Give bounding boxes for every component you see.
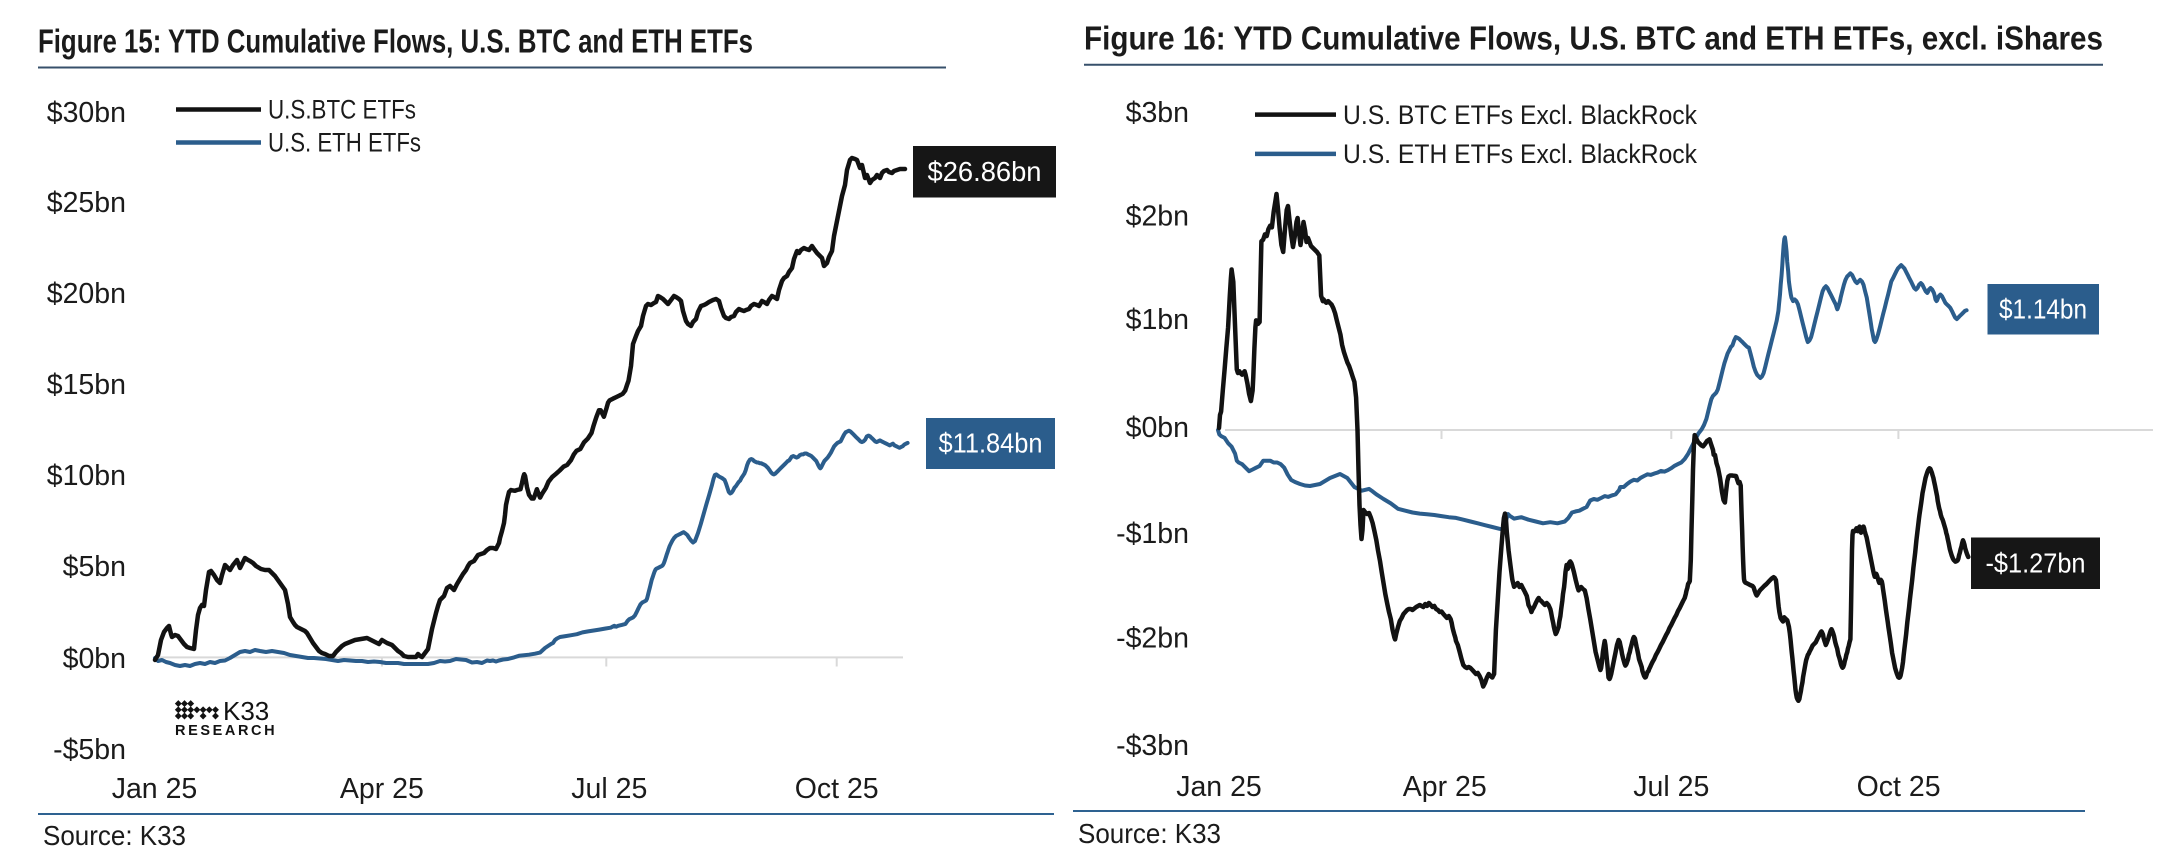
svg-text:$5bn: $5bn (63, 551, 126, 583)
svg-text:$15bn: $15bn (47, 369, 126, 401)
svg-text:U.S. BTC ETFs Excl. BlackRock: U.S. BTC ETFs Excl. BlackRock (1343, 100, 1697, 130)
svg-text:Jan 25: Jan 25 (112, 773, 198, 805)
svg-text:$11.84bn: $11.84bn (939, 428, 1043, 459)
svg-text:Figure 15: YTD Cumulative Flow: Figure 15: YTD Cumulative Flows, U.S. BT… (38, 23, 753, 60)
svg-text:$0bn: $0bn (63, 643, 126, 675)
svg-text:-$1bn: -$1bn (1116, 518, 1189, 550)
svg-text:Source: K33: Source: K33 (1078, 818, 1221, 849)
svg-text:U.S. ETH ETFs Excl. BlackRock: U.S. ETH ETFs Excl. BlackRock (1343, 139, 1697, 169)
svg-text:Apr 25: Apr 25 (340, 773, 424, 805)
svg-text:Source: K33: Source: K33 (43, 820, 186, 851)
svg-text:Apr 25: Apr 25 (1403, 771, 1487, 803)
svg-text:Jan 25: Jan 25 (1176, 771, 1262, 803)
svg-text:-$2bn: -$2bn (1116, 623, 1189, 655)
svg-text:$30bn: $30bn (47, 97, 126, 129)
svg-text:U.S. ETH ETFs: U.S. ETH ETFs (268, 128, 421, 158)
svg-text:RESEARCH: RESEARCH (175, 723, 277, 739)
svg-text:$20bn: $20bn (47, 278, 126, 310)
svg-text:$3bn: $3bn (1126, 97, 1189, 129)
svg-text:$26.86bn: $26.86bn (928, 156, 1042, 187)
svg-text:$1bn: $1bn (1126, 304, 1189, 336)
svg-text:$25bn: $25bn (47, 187, 126, 219)
svg-text:Jul 25: Jul 25 (571, 773, 647, 805)
svg-text:K33: K33 (223, 696, 269, 726)
svg-text:Oct 25: Oct 25 (1857, 771, 1941, 803)
svg-text:Figure 16: YTD Cumulative Flow: Figure 16: YTD Cumulative Flows, U.S. BT… (1084, 20, 2103, 57)
svg-text:-$1.27bn: -$1.27bn (1986, 548, 2086, 579)
svg-text:$10bn: $10bn (47, 460, 126, 492)
svg-text:$1.14bn: $1.14bn (1999, 294, 2087, 325)
svg-text:Oct 25: Oct 25 (795, 773, 879, 805)
svg-text:$2bn: $2bn (1126, 201, 1189, 233)
svg-text:U.S.BTC ETFs: U.S.BTC ETFs (268, 95, 416, 125)
svg-text:Jul 25: Jul 25 (1633, 771, 1709, 803)
svg-text:-$5bn: -$5bn (53, 734, 126, 766)
svg-text:$0bn: $0bn (1126, 412, 1189, 444)
svg-text:-$3bn: -$3bn (1116, 730, 1189, 762)
